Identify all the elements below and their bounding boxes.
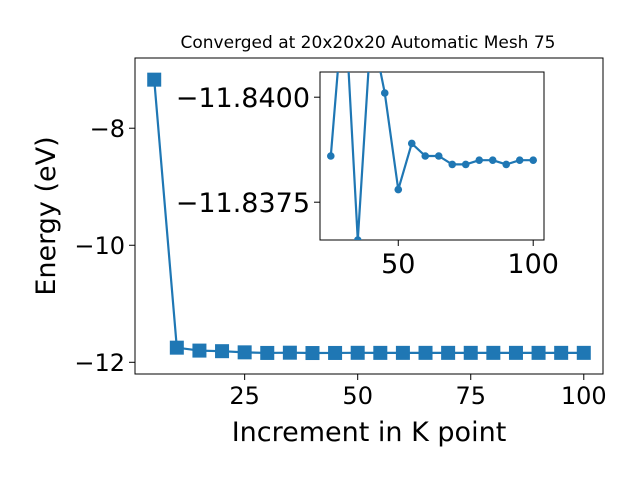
data-point	[576, 345, 591, 360]
data-point	[169, 340, 184, 355]
inset-plot: 50 100 −11.8400 −11.8375	[176, 22, 559, 280]
x-tick-label: 100	[507, 249, 559, 280]
data-point	[192, 343, 207, 358]
y-tick-label: −11.8375	[176, 188, 310, 219]
inset-series	[326, 22, 538, 240]
x-tick-label: 25	[229, 382, 260, 410]
data-point	[529, 156, 538, 164]
data-point	[434, 152, 443, 160]
x-tick-label: 50	[381, 249, 415, 280]
x-tick-label: 100	[561, 382, 607, 410]
data-point	[461, 160, 470, 169]
y-tick-label: −12	[74, 349, 125, 377]
series-line	[329, 72, 534, 240]
data-point	[326, 152, 335, 160]
data-point	[215, 344, 230, 359]
data-point	[508, 345, 523, 360]
inset-x-ticks: 50 100	[381, 240, 559, 280]
data-point	[418, 345, 433, 360]
data-point	[350, 345, 365, 360]
data-point	[237, 345, 252, 360]
data-point	[448, 160, 457, 169]
inset-y-ticks: −11.8400 −11.8375	[176, 83, 320, 219]
data-point	[373, 345, 388, 360]
chart-title: Converged at 20x20x20 Automatic Mesh 75	[181, 33, 556, 53]
x-tick-label: 50	[342, 382, 373, 410]
data-point	[441, 345, 456, 360]
main-series	[147, 72, 591, 361]
data-point	[486, 345, 501, 360]
main-x-ticks: 25 50 75 100	[229, 374, 607, 410]
data-point	[367, 22, 375, 30]
y-tick-label: −8	[90, 115, 125, 143]
main-y-ticks: −12 −10 −8	[74, 115, 135, 377]
data-point	[282, 345, 297, 360]
data-point	[395, 345, 410, 360]
data-point	[260, 345, 275, 360]
data-point	[328, 345, 343, 360]
data-point	[531, 345, 546, 360]
data-point	[380, 89, 389, 97]
data-point	[421, 152, 430, 160]
data-point	[394, 185, 403, 194]
data-point	[475, 156, 484, 164]
data-point	[488, 156, 497, 164]
data-point	[554, 345, 569, 360]
data-point	[515, 156, 524, 164]
x-axis-label: Increment in K point	[232, 417, 507, 448]
data-point	[305, 346, 320, 361]
data-point	[147, 72, 162, 87]
x-tick-label: 75	[455, 382, 486, 410]
data-point	[502, 160, 511, 169]
y-tick-label: −11.8400	[176, 83, 310, 114]
y-tick-label: −10	[74, 232, 125, 260]
data-point	[353, 236, 362, 240]
data-point	[407, 139, 416, 148]
data-point	[463, 345, 478, 360]
y-axis-label: Energy (eV)	[31, 136, 62, 295]
